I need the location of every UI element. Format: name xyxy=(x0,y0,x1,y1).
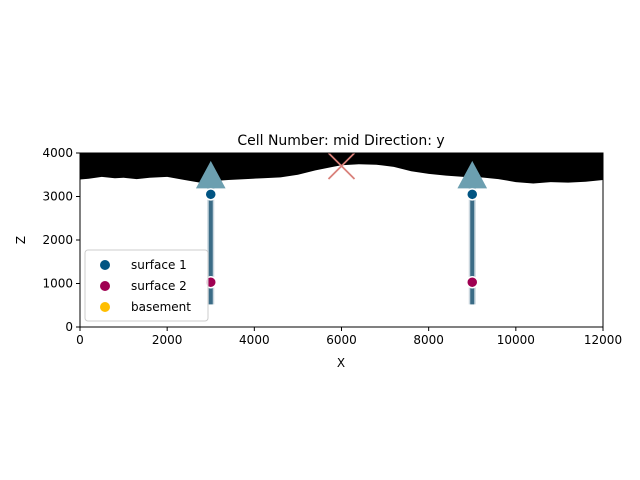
orientation-marker-1 xyxy=(195,160,226,189)
x-tick-label-6000: 6000 xyxy=(326,333,357,347)
x-tick-label-10000: 10000 xyxy=(497,333,535,347)
cross-marker-stroke-b xyxy=(327,152,356,180)
y-tick-label-4000: 4000 xyxy=(42,146,73,160)
points-layer xyxy=(204,188,479,289)
y-axis-label: Z xyxy=(14,236,28,244)
markers-layer xyxy=(195,152,488,189)
legend-marker-surface-1 xyxy=(100,260,110,270)
legend: surface 1 surface 2 basement xyxy=(84,249,209,322)
x-tick-label-8000: 8000 xyxy=(413,333,444,347)
x-tick-label-2000: 2000 xyxy=(152,333,183,347)
orientation-marker-2 xyxy=(457,160,488,189)
wells-layer xyxy=(207,179,476,305)
y-tick-label-0: 0 xyxy=(65,320,73,334)
chart-title: Cell Number: mid Direction: y xyxy=(237,133,444,149)
x-tick-label-4000: 4000 xyxy=(239,333,270,347)
legend-marker-surface-2 xyxy=(100,281,110,291)
x-tick-label-12000: 12000 xyxy=(584,333,622,347)
point-surface-1-2 xyxy=(466,188,479,201)
y-tick-label-2000: 2000 xyxy=(42,233,73,247)
topography-fill xyxy=(80,153,603,184)
y-tick-label-1000: 1000 xyxy=(42,277,73,291)
legend-box xyxy=(84,249,209,322)
legend-label-surface-2: surface 2 xyxy=(131,279,187,293)
point-surface-1-1 xyxy=(204,188,217,201)
topography-layer xyxy=(80,153,603,184)
legend-label-surface-1: surface 1 xyxy=(131,258,187,272)
axes-layer: 0 2000 4000 6000 8000 10000 12000 0 1000 2000 3000… xyxy=(42,146,622,347)
x-axis-label: X xyxy=(337,356,345,370)
legend-label-basement: basement xyxy=(131,300,191,314)
x-tick-label-0: 0 xyxy=(76,333,84,347)
legend-marker-basement xyxy=(100,302,110,312)
point-surface-2-2 xyxy=(466,275,479,289)
y-tick-label-3000: 3000 xyxy=(42,190,73,204)
